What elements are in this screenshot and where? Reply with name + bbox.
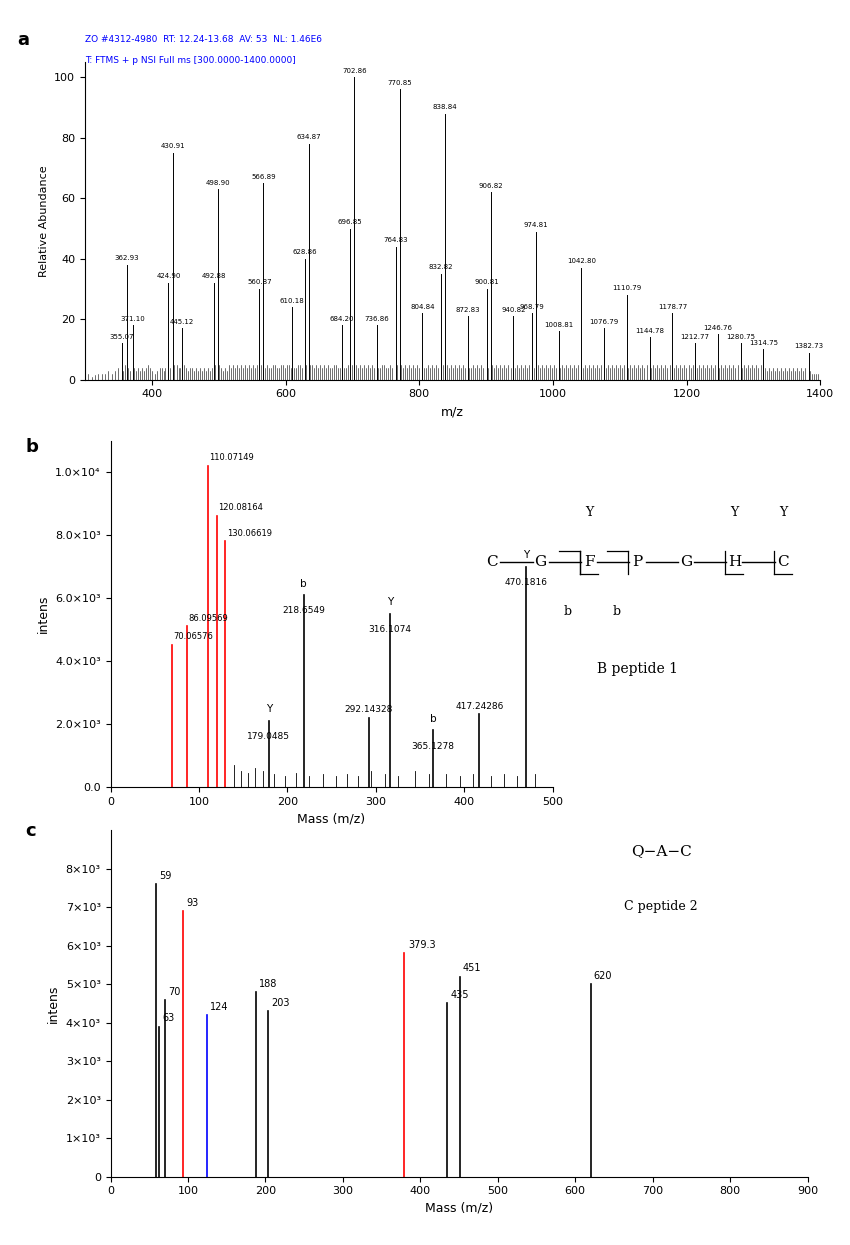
Text: 974.81: 974.81 [524,222,548,228]
Text: 838.84: 838.84 [433,105,457,110]
Text: G: G [535,555,547,569]
Text: F: F [584,555,594,569]
X-axis label: Mass (m/z): Mass (m/z) [425,1201,493,1215]
Text: 70.06576: 70.06576 [173,632,213,641]
Text: 203: 203 [271,998,289,1008]
Text: G: G [680,555,692,569]
Text: H: H [728,555,741,569]
X-axis label: Mass (m/z): Mass (m/z) [298,812,366,825]
Text: 770.85: 770.85 [388,80,412,86]
Text: b: b [301,579,307,589]
Text: P: P [632,555,643,569]
Text: Y: Y [387,598,393,608]
Text: 684.20: 684.20 [330,316,354,321]
Text: 764.83: 764.83 [383,237,408,243]
Text: Q−A−C: Q−A−C [631,844,692,858]
Y-axis label: intens: intens [47,985,60,1022]
Text: 365.1278: 365.1278 [411,742,455,751]
Text: b: b [430,713,437,723]
Text: C: C [486,555,498,569]
Text: 120.08164: 120.08164 [218,503,263,513]
Text: 470.1816: 470.1816 [505,578,547,588]
X-axis label: m/z: m/z [441,405,464,418]
Text: Y: Y [266,705,272,715]
Text: 696.85: 696.85 [338,219,363,225]
Y-axis label: Relative Abundance: Relative Abundance [39,166,48,276]
Text: 1246.76: 1246.76 [703,325,733,331]
Text: b: b [564,605,572,619]
Text: B peptide 1: B peptide 1 [597,662,678,676]
Text: 424.90: 424.90 [156,274,181,279]
Text: 1314.75: 1314.75 [749,340,778,346]
Text: 900.81: 900.81 [474,279,499,285]
Text: 316.1074: 316.1074 [368,625,411,634]
Text: C peptide 2: C peptide 2 [624,900,698,913]
Text: 832.82: 832.82 [429,264,453,270]
Text: 362.93: 362.93 [115,255,139,261]
Text: ZO #4312-4980  RT: 12.24-13.68  AV: 53  NL: 1.46E6: ZO #4312-4980 RT: 12.24-13.68 AV: 53 NL:… [85,35,322,44]
Text: 498.90: 498.90 [206,179,230,186]
Text: 445.12: 445.12 [170,319,194,325]
Text: 560.87: 560.87 [247,279,272,285]
Text: 872.83: 872.83 [456,306,480,312]
Text: 804.84: 804.84 [411,304,434,310]
Text: 70: 70 [167,986,180,996]
Text: 292.14328: 292.14328 [344,705,393,713]
Text: 179.0485: 179.0485 [247,732,291,741]
Text: 188: 188 [259,979,278,989]
Text: 628.86: 628.86 [292,249,317,255]
Text: 59: 59 [159,872,172,881]
Text: 379.3: 379.3 [408,940,436,950]
Text: 218.6549: 218.6549 [282,606,326,615]
Text: 968.79: 968.79 [519,304,544,310]
Text: 110.07149: 110.07149 [209,453,254,462]
Text: b: b [26,438,38,456]
Text: 86.09569: 86.09569 [188,614,228,622]
Text: 1076.79: 1076.79 [590,319,619,325]
Text: 940.82: 940.82 [502,306,525,312]
Text: 1212.77: 1212.77 [681,334,710,340]
Text: 620: 620 [594,971,612,981]
Text: 435: 435 [450,990,469,1001]
Text: 1008.81: 1008.81 [544,321,574,327]
Text: 355.07: 355.07 [110,334,134,340]
Text: 906.82: 906.82 [479,183,503,189]
Text: 492.88: 492.88 [201,274,226,279]
Text: a: a [17,31,29,49]
Text: 1178.77: 1178.77 [658,304,687,310]
Text: Y: Y [523,550,530,560]
Text: 1382.73: 1382.73 [794,342,824,349]
Text: b: b [613,605,620,619]
Text: Y: Y [585,507,593,519]
Text: 130.06619: 130.06619 [227,529,272,538]
Text: Y: Y [730,507,739,519]
Text: Y: Y [779,507,787,519]
Text: 417.24286: 417.24286 [455,702,503,711]
Text: 63: 63 [162,1013,174,1023]
Text: 702.86: 702.86 [342,67,366,73]
Text: c: c [26,822,36,839]
Text: 736.86: 736.86 [365,316,389,321]
Text: 610.18: 610.18 [280,298,304,304]
Text: 1042.80: 1042.80 [567,258,596,264]
Text: 430.91: 430.91 [160,143,184,149]
Text: 93: 93 [186,898,199,908]
Text: 1280.75: 1280.75 [726,334,755,340]
Text: C: C [777,555,789,569]
Text: 371.10: 371.10 [120,316,145,321]
Text: 566.89: 566.89 [251,173,275,179]
Text: 1144.78: 1144.78 [635,327,664,334]
Text: T: FTMS + p NSI Full ms [300.0000-1400.0000]: T: FTMS + p NSI Full ms [300.0000-1400.0… [85,56,296,65]
Text: 124: 124 [210,1002,228,1012]
Text: 634.87: 634.87 [297,134,321,141]
Y-axis label: intens: intens [37,595,49,632]
Text: 1110.79: 1110.79 [612,285,642,291]
Text: 451: 451 [463,964,481,974]
